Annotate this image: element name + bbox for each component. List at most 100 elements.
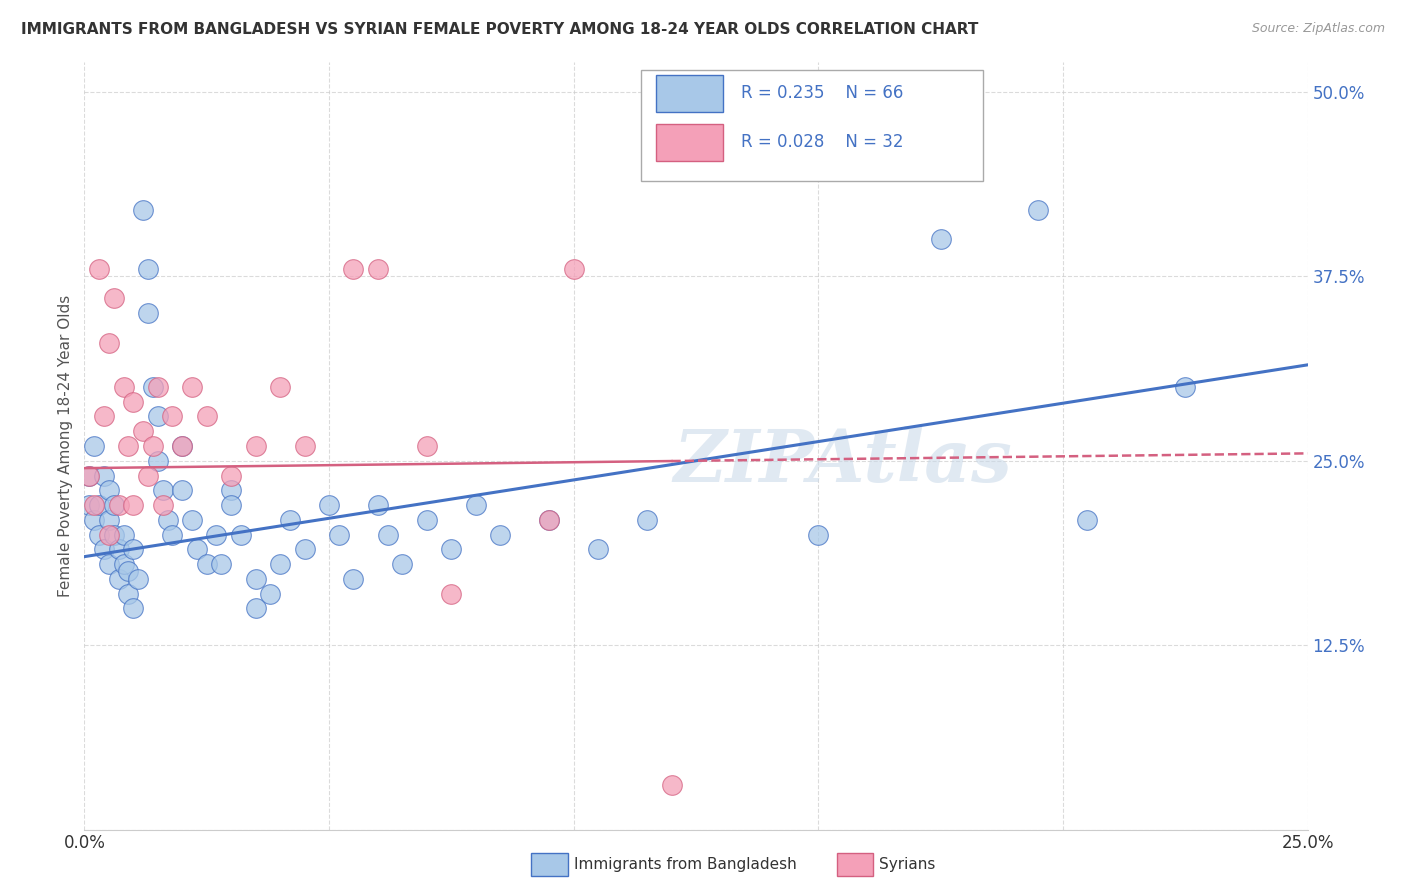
Point (278, 513, 301, 527)
Text: R = 0.028    N = 32: R = 0.028 N = 32 (741, 133, 904, 152)
Point (1076, 513, 1098, 527)
Point (107, 572, 129, 586)
Point (152, 483, 174, 498)
Point (328, 527, 350, 541)
Y-axis label: Female Poverty Among 18-24 Year Olds: Female Poverty Among 18-24 Year Olds (58, 295, 73, 597)
Point (97, 557, 120, 571)
Point (219, 468, 242, 483)
Text: Source: ZipAtlas.com: Source: ZipAtlas.com (1251, 22, 1385, 36)
Point (93, 409, 115, 424)
Point (107, 542, 129, 557)
Point (205, 527, 228, 541)
Point (181, 380, 204, 394)
Point (103, 498, 125, 512)
Point (107, 498, 129, 512)
Point (259, 586, 281, 600)
Point (83, 513, 105, 527)
Point (586, 542, 609, 557)
Point (87, 527, 110, 541)
Point (77, 498, 100, 512)
Point (122, 542, 145, 557)
Point (440, 542, 463, 557)
Point (219, 483, 242, 498)
Point (318, 498, 340, 512)
Point (122, 394, 145, 409)
Point (1028, 202, 1050, 217)
Point (93, 468, 115, 483)
FancyBboxPatch shape (655, 76, 723, 112)
Point (269, 557, 291, 571)
Point (112, 557, 135, 571)
Point (77, 468, 100, 483)
Point (146, 380, 169, 394)
Point (807, 527, 830, 541)
Point (112, 527, 135, 541)
Point (856, 159, 879, 173)
Point (122, 601, 145, 615)
Text: R = 0.235    N = 66: R = 0.235 N = 66 (741, 84, 904, 102)
Point (103, 292, 125, 306)
Point (294, 439, 316, 453)
Point (87, 498, 110, 512)
Point (97, 335, 120, 350)
Point (103, 527, 125, 541)
Point (229, 527, 252, 541)
Point (342, 262, 364, 277)
Point (367, 498, 389, 512)
Point (93, 542, 115, 557)
Point (172, 439, 194, 453)
Point (97, 527, 120, 541)
Point (195, 409, 218, 424)
Text: ZIPAtlas: ZIPAtlas (673, 425, 1012, 497)
Point (77, 468, 100, 483)
Point (172, 483, 194, 498)
Point (152, 498, 174, 512)
Point (209, 557, 232, 571)
Point (391, 557, 413, 571)
Point (489, 527, 512, 541)
FancyBboxPatch shape (655, 124, 723, 161)
Point (181, 513, 204, 527)
Point (162, 527, 184, 541)
Point (136, 262, 159, 277)
Point (146, 454, 169, 468)
Point (136, 306, 159, 320)
Point (195, 557, 218, 571)
Point (377, 527, 399, 541)
Point (117, 439, 139, 453)
Point (342, 572, 364, 586)
Point (83, 498, 105, 512)
Point (132, 424, 155, 438)
Point (156, 513, 179, 527)
Point (416, 439, 439, 453)
Point (87, 262, 110, 277)
Point (464, 498, 486, 512)
Point (416, 513, 439, 527)
Point (142, 439, 165, 453)
Point (245, 601, 267, 615)
Point (245, 439, 267, 453)
Text: IMMIGRANTS FROM BANGLADESH VS SYRIAN FEMALE POVERTY AMONG 18-24 YEAR OLDS CORREL: IMMIGRANTS FROM BANGLADESH VS SYRIAN FEM… (21, 22, 979, 37)
Point (245, 572, 267, 586)
Point (117, 586, 139, 600)
Point (127, 572, 149, 586)
Point (562, 262, 585, 277)
Point (269, 380, 291, 394)
Point (142, 380, 165, 394)
Point (186, 542, 208, 557)
Point (97, 483, 120, 498)
Point (83, 439, 105, 453)
Point (538, 513, 561, 527)
Point (929, 232, 952, 246)
Point (162, 409, 184, 424)
Point (294, 542, 316, 557)
Point (367, 262, 389, 277)
Point (112, 380, 135, 394)
Point (661, 778, 683, 792)
Point (122, 498, 145, 512)
Point (1174, 380, 1197, 394)
Point (636, 513, 658, 527)
Point (132, 202, 155, 217)
Point (117, 565, 139, 579)
Point (97, 513, 120, 527)
